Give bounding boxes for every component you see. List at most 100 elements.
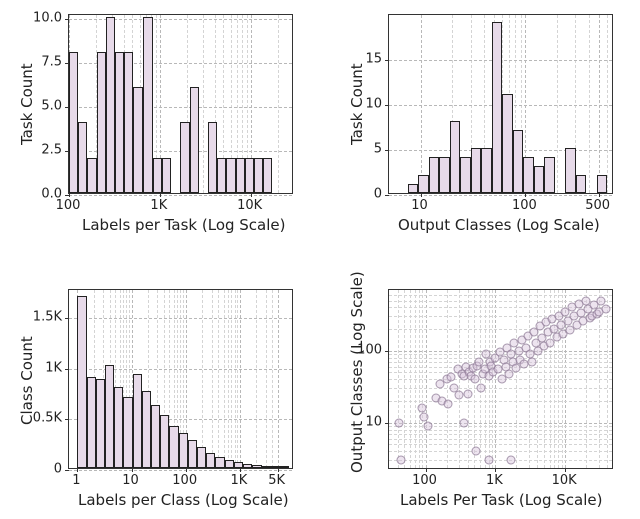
xtick-label: 5K <box>268 473 285 488</box>
ytick-mark <box>385 195 389 196</box>
grid-h <box>69 19 292 20</box>
ytick-label: 5 <box>374 142 382 157</box>
hist-bar <box>597 175 607 193</box>
grid-v <box>421 15 422 193</box>
hist-bar <box>124 52 133 193</box>
ytick-mark <box>65 470 69 471</box>
hist-bar <box>151 405 160 468</box>
xtick-label: 10 <box>122 473 139 488</box>
ytick-label: 15 <box>365 52 382 67</box>
hist-bar <box>208 122 217 193</box>
xtick-mark <box>132 468 133 472</box>
grid-h-minor <box>389 460 612 461</box>
grid-h-minor <box>389 430 612 431</box>
ytick-mark <box>65 19 69 20</box>
ytick-label: 5.0 <box>41 98 62 113</box>
hist-bar <box>565 148 575 193</box>
hist-bar <box>243 464 252 468</box>
hist-bar <box>106 17 115 193</box>
ytick-mark <box>65 151 69 152</box>
grid-v-minor <box>203 15 204 193</box>
hist-bar <box>180 122 190 193</box>
ytick-mark <box>385 351 389 352</box>
ylabel-tr: Task Count <box>348 63 366 145</box>
ytick-mark <box>385 60 389 61</box>
xtick-mark <box>251 193 252 197</box>
xlabel-tr: Output Classes (Log Scale) <box>398 216 600 234</box>
grid-v-minor <box>256 290 257 468</box>
xtick-label: 1K <box>230 473 247 488</box>
hist-bar <box>226 158 236 193</box>
xtick-label: 100 <box>172 473 197 488</box>
grid-v-minor <box>235 290 236 468</box>
ytick-label: 10.0 <box>33 10 62 25</box>
scatter-point <box>418 404 427 413</box>
ytick-mark <box>65 369 69 370</box>
plot-area-tr <box>388 14 613 194</box>
scatter-point <box>395 418 404 427</box>
plot-area-bl <box>68 289 293 469</box>
ytick-mark <box>385 105 389 106</box>
hist-bar <box>534 166 544 193</box>
scatter-point <box>459 418 468 427</box>
hist-bar <box>87 377 96 468</box>
hist-bar <box>114 387 123 468</box>
grid-v <box>599 15 600 193</box>
grid-h-minor <box>389 426 612 427</box>
hist-bar <box>245 158 254 193</box>
ytick-mark <box>65 195 69 196</box>
hist-bar <box>252 465 261 468</box>
hist-bar <box>481 148 491 193</box>
xlabel-tl: Labels per Task (Log Scale) <box>82 216 286 234</box>
hist-bar <box>143 17 152 193</box>
xtick-label: 10 <box>411 198 428 213</box>
grid-v-minor <box>228 290 229 468</box>
hist-bar <box>133 87 143 193</box>
hist-bar <box>236 158 245 193</box>
grid-v <box>240 290 241 468</box>
grid-h-minor <box>389 439 612 440</box>
ytick-label: 2.5 <box>41 142 62 157</box>
hist-bar <box>225 460 234 468</box>
xtick-label: 100 <box>412 473 437 488</box>
hist-bar <box>502 94 512 193</box>
scatter-point <box>476 384 485 393</box>
hist-bar <box>153 158 162 193</box>
xlabel-br: Labels Per Task (Log Scale) <box>400 491 603 509</box>
hist-bar <box>492 22 502 193</box>
ytick-label: 10 <box>365 97 382 112</box>
grid-v-minor <box>237 290 238 468</box>
hist-bar <box>513 130 523 193</box>
figure-2x2: Task Count Labels per Task (Log Scale) T… <box>0 0 640 519</box>
hist-bar <box>429 157 439 193</box>
ylabel-tl: Task Count <box>18 63 36 145</box>
ytick-label: 0 <box>54 462 62 477</box>
hist-bar <box>105 365 114 468</box>
hist-bar <box>77 296 86 468</box>
xtick-mark <box>69 193 70 197</box>
ytick-label: 1K <box>45 360 62 375</box>
xtick-mark <box>278 468 279 472</box>
hist-bar <box>133 374 142 468</box>
ytick-label: 10 <box>365 414 382 429</box>
hist-bar <box>206 453 215 468</box>
scatter-point <box>446 373 455 382</box>
grid-v-minor <box>231 290 232 468</box>
hist-bar <box>123 397 132 468</box>
scatter-point <box>454 391 463 400</box>
scatter-point <box>528 357 537 366</box>
scatter-point <box>601 305 610 314</box>
hist-bar <box>523 157 533 193</box>
ytick-mark <box>65 63 69 64</box>
ytick-label: 0 <box>374 187 382 202</box>
hist-bar <box>234 462 243 468</box>
ytick-mark <box>385 423 389 424</box>
grid-h-minor <box>389 444 612 445</box>
xtick-mark <box>77 468 78 472</box>
xlabel-bl: Labels per Class (Log Scale) <box>78 491 289 509</box>
xtick-mark <box>426 468 427 472</box>
scatter-point <box>504 369 513 378</box>
hist-bar <box>96 379 105 468</box>
grid-h <box>389 423 612 424</box>
scatter-point <box>397 456 406 465</box>
